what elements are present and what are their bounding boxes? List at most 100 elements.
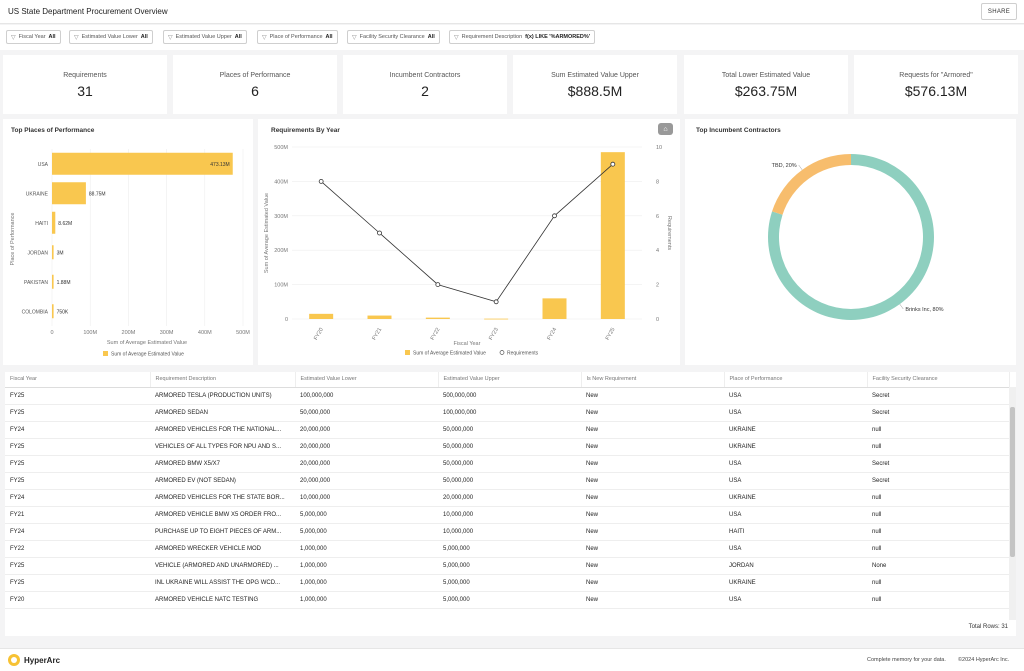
bar-pakistan [52, 274, 54, 289]
card-top-contractors: Top Incumbent Contractors Brinks Inc, 80… [685, 119, 1016, 365]
table-cell: 500,000,000 [438, 387, 581, 405]
data-label: 3M [57, 250, 64, 256]
line-point [493, 299, 499, 305]
column-header[interactable]: Is New Requirement [581, 372, 725, 388]
table-cell: FY24 [5, 421, 150, 439]
table-cell: FY25 [5, 404, 150, 422]
table-cell: JORDAN [724, 557, 867, 575]
filter-requirement-description[interactable]: ▽ Requirement Description f(x) LIKE '%AR… [449, 30, 596, 44]
table-cell: USA [724, 472, 867, 490]
table-cell: FY25 [5, 557, 150, 575]
table-cell: New [581, 574, 724, 592]
table-scrollbar[interactable] [1009, 387, 1016, 620]
y-axis-title: Place of Performance [10, 213, 16, 266]
table-cell: FY21 [5, 506, 150, 524]
table-cell: 10,000,000 [438, 523, 581, 541]
data-label: 750K [57, 309, 69, 315]
legend-swatch [103, 351, 108, 356]
table-scrollbar-thumb[interactable] [1010, 407, 1015, 557]
table-row[interactable]: FY25 ARMORED TESLA (PRODUCTION UNITS) 100,… [5, 387, 1009, 405]
bar-usa [52, 152, 233, 175]
column-header[interactable]: Facility Security Clearance [867, 372, 1010, 388]
table-cell: FY24 [5, 523, 150, 541]
table-row[interactable]: FY24 PURCHASE UP TO EIGHT PIECES OF ARM..… [5, 523, 1009, 541]
filter-label: Requirement Description [461, 34, 523, 40]
table-row[interactable]: FY25 ARMORED BMW X5/X7 20,000,000 50,000,00… [5, 455, 1009, 473]
kpi-value: 31 [77, 83, 93, 99]
x-tick-label: 400M [198, 330, 212, 336]
table-cell: 50,000,000 [438, 438, 581, 456]
table-cell: New [581, 387, 724, 405]
bar-fy25 [600, 152, 625, 319]
table-cell: null [867, 438, 1009, 456]
table-cell: VEHICLES OF ALL TYPES FOR NPU AND S... [150, 438, 295, 456]
filter-value: All [234, 34, 242, 40]
chart-menu-icon[interactable]: ⌂ [658, 123, 673, 135]
table-cell: New [581, 472, 724, 490]
filter-place-of-performance[interactable]: ▽ Place of Performance All [257, 30, 338, 44]
filter-value: All [427, 34, 435, 40]
table-cell: FY20 [5, 591, 150, 609]
slice-1 [772, 154, 851, 215]
y-axis-title: Sum of Average Estimated Value [264, 193, 270, 273]
card-requirements-by-year: Requirements By Year ⌂ 0 100M 200M 300M 400M… [258, 119, 680, 365]
filter-estimated-value-upper[interactable]: ▽ Estimated Value Upper All [163, 30, 247, 44]
table-cell: ARMORED WRECKER VEHICLE MOD [150, 540, 295, 558]
table-cell: UKRAINE [724, 438, 867, 456]
card-top-places: Top Places of Performance 0 100M 200M 300M 4… [3, 119, 253, 365]
table-cell: USA [724, 387, 867, 405]
bar-ukraine [52, 182, 86, 205]
table-cell: USA [724, 455, 867, 473]
table-cell: VEHICLE (ARMORED AND UNARMORED) ... [150, 557, 295, 575]
table-header-row: Fiscal Year Requirement Description Estima… [5, 372, 1010, 388]
y-tick-label: 0 [285, 317, 288, 323]
column-header[interactable]: Place of Performance [724, 372, 868, 388]
table-cell: USA [724, 404, 867, 422]
data-label: 8.62M [58, 221, 72, 227]
table-cell: UKRAINE [724, 489, 867, 507]
x-tick-label: 300M [160, 330, 174, 336]
table-row[interactable]: FY24 ARMORED VEHICLES FOR THE STATE BOR..… [5, 489, 1009, 507]
table-row[interactable]: FY25 INL UKRAINE WILL ASSIST THE OPG WCD.… [5, 574, 1009, 592]
table-cell: 20,000,000 [295, 438, 438, 456]
y-tick-label: 500M [274, 145, 288, 151]
table-row[interactable]: FY20 ARMORED VEHICLE NATC TESTING 1,000,00… [5, 591, 1009, 609]
table-row[interactable]: FY25 VEHICLES OF ALL TYPES FOR NPU AND S.… [5, 438, 1009, 456]
table-row[interactable]: FY25 VEHICLE (ARMORED AND UNARMORED) ... 1… [5, 557, 1009, 575]
table-row[interactable]: FY21 ARMORED VEHICLE BMW X5 ORDER FRO... 5… [5, 506, 1009, 524]
x-tick-label: FY20 [313, 327, 325, 341]
x-tick-label: FY25 [605, 327, 617, 341]
column-header[interactable]: Estimated Value Upper [438, 372, 582, 388]
table-row[interactable]: FY22 ARMORED WRECKER VEHICLE MOD 1,000,000… [5, 540, 1009, 558]
filter-estimated-value-lower[interactable]: ▽ Estimated Value Lower All [69, 30, 153, 44]
filter-fiscal-year[interactable]: ▽ Fiscal Year All [6, 30, 61, 44]
x-tick-label: FY22 [430, 327, 442, 341]
legend-swatch-line [499, 350, 505, 355]
line-point [377, 230, 382, 236]
table-row[interactable]: FY24 ARMORED VEHICLES FOR THE NATIONAL...… [5, 421, 1009, 439]
column-header[interactable]: Requirement Description [150, 372, 296, 388]
filter-facility-security-clearance[interactable]: ▽ Facility Security Clearance All [347, 30, 440, 44]
filter-value: All [325, 34, 333, 40]
table-cell: 1,000,000 [295, 591, 438, 609]
table-cell: FY25 [5, 438, 150, 456]
line-point [435, 282, 441, 288]
kpi-value: $263.75M [734, 83, 798, 99]
table-row[interactable]: FY25 ARMORED EV (NOT SEDAN) 20,000,000 50,0… [5, 472, 1009, 490]
slice-label: TBD, 20% [772, 163, 797, 169]
table-cell: ARMORED VEHICLE BMW X5 ORDER FRO... [150, 506, 295, 524]
table-row[interactable]: FY25 ARMORED SEDAN 50,000,000 100,000,000 Ne… [5, 404, 1009, 422]
x-tick-label: 200M [122, 330, 136, 336]
total-rows: Total Rows: 31 [968, 624, 1008, 630]
column-header[interactable]: Estimated Value Lower [295, 372, 439, 388]
y-tick-label: 300M [274, 214, 288, 220]
hyperarc-logo[interactable]: HyperArc [8, 654, 60, 666]
table-cell: New [581, 489, 724, 507]
filter-label: Estimated Value Lower [81, 34, 138, 40]
table-cell: 5,000,000 [295, 506, 438, 524]
column-header[interactable]: Fiscal Year [5, 372, 151, 388]
line-point [552, 213, 557, 219]
slice-leader [798, 164, 803, 170]
share-button[interactable]: SHARE [981, 3, 1017, 20]
x-tick-label: FY23 [488, 327, 500, 341]
